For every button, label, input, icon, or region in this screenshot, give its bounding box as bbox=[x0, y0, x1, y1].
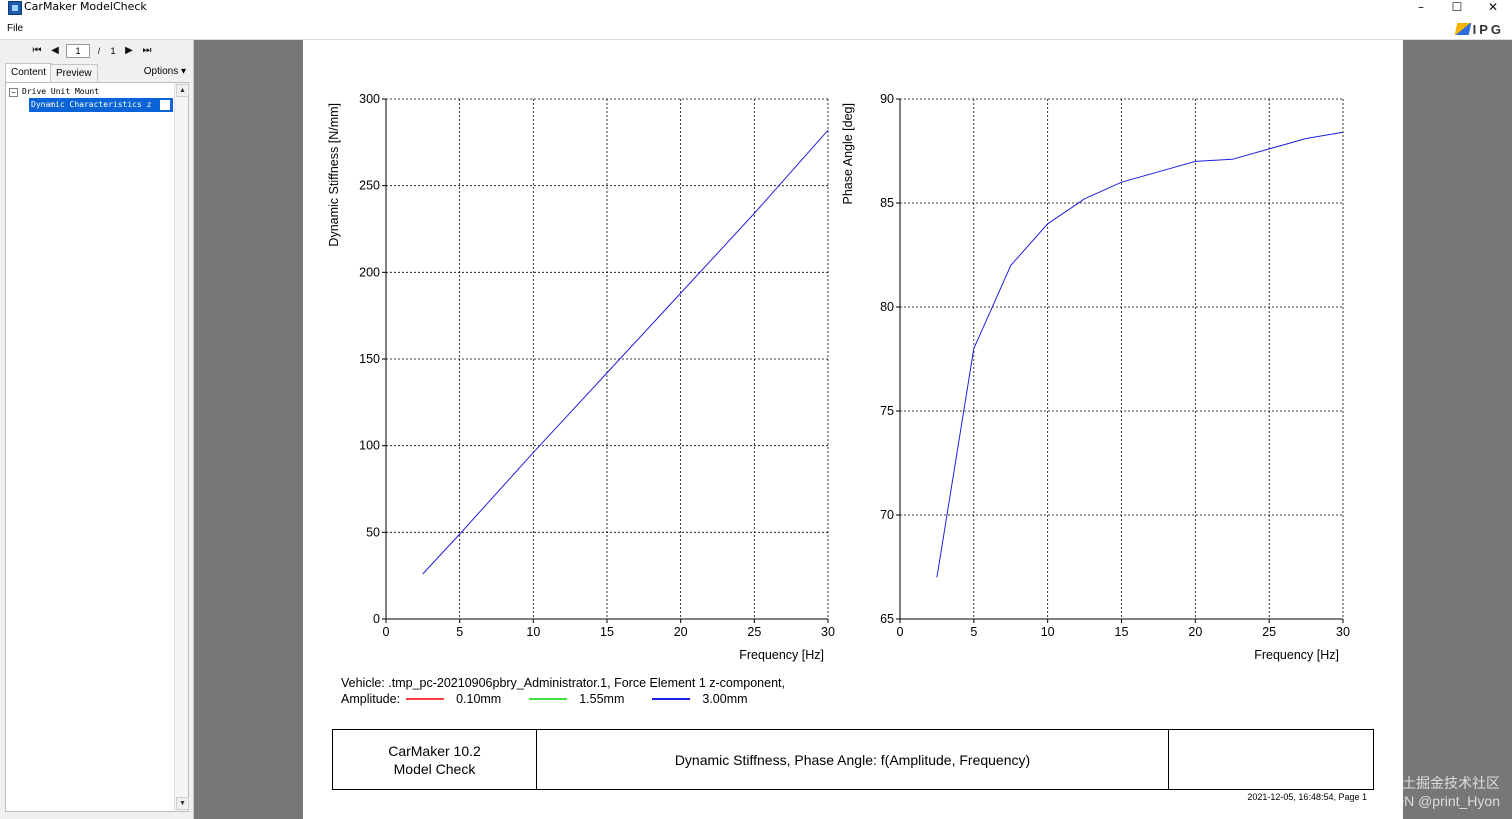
content-tree: − Drive Unit Mount Dynamic Characteristi… bbox=[5, 82, 189, 812]
last-page-icon[interactable]: ⏭ bbox=[142, 45, 152, 56]
y-tick-label: 0 bbox=[373, 612, 380, 626]
maximize-button[interactable]: ☐ bbox=[1451, 0, 1463, 14]
scroll-down-icon[interactable]: ▼ bbox=[176, 797, 189, 810]
series-line-3.00mm bbox=[422, 129, 829, 575]
y-tick-label: 100 bbox=[359, 439, 380, 453]
x-tick-label: 5 bbox=[970, 625, 977, 639]
series-line-3.00mm bbox=[936, 131, 1344, 578]
tree-root-item[interactable]: − Drive Unit Mount bbox=[9, 86, 99, 98]
x-tick-label: 5 bbox=[456, 625, 463, 639]
ipg-logo-text: IPG bbox=[1472, 21, 1504, 37]
tab-preview[interactable]: Preview bbox=[50, 64, 98, 82]
app-icon bbox=[8, 1, 22, 15]
product-name: CarMaker 10.2 bbox=[388, 742, 481, 759]
x-tick-label: 10 bbox=[526, 625, 540, 639]
product-module: Model Check bbox=[393, 760, 476, 777]
menu-bar: File IPG bbox=[0, 19, 1512, 40]
ipg-logo-icon bbox=[1454, 23, 1471, 35]
x-tick-label: 0 bbox=[383, 625, 390, 639]
legend-amplitude-row: Amplitude: 0.10mm 1.55mm 3.00mm bbox=[341, 691, 785, 707]
tree-child-label: Dynamic Characteristics z bbox=[31, 100, 152, 109]
scroll-up-icon[interactable]: ▲ bbox=[176, 84, 189, 97]
y-tick-label: 65 bbox=[880, 612, 894, 626]
x-tick-label: 25 bbox=[747, 625, 761, 639]
x-tick-label: 15 bbox=[600, 625, 614, 639]
y-tick-label: 300 bbox=[359, 92, 380, 106]
prev-page-icon[interactable]: ◀ bbox=[51, 45, 59, 56]
y-tick-label: 90 bbox=[880, 92, 894, 106]
y-tick-label: 85 bbox=[880, 196, 894, 210]
close-button[interactable]: ✕ bbox=[1487, 0, 1499, 14]
minimize-button[interactable]: – bbox=[1418, 0, 1424, 14]
first-page-icon[interactable]: ⏮ bbox=[32, 45, 42, 56]
legend-swatch-1 bbox=[529, 698, 568, 700]
y-tick-label: 75 bbox=[880, 404, 894, 418]
panel-tabs: Content Preview Options ▾ bbox=[5, 63, 191, 82]
title-block-product: CarMaker 10.2 Model Check bbox=[333, 730, 537, 789]
title-bar: CarMaker ModelCheck – ☐ ✕ bbox=[0, 0, 1512, 18]
x-tick-label: 0 bbox=[897, 625, 904, 639]
x-axis-label: Frequency [Hz] bbox=[1254, 648, 1339, 662]
legend-item-1: 1.55mm bbox=[579, 692, 625, 706]
legend-swatch-0 bbox=[406, 698, 445, 700]
page-navigation: ⏮ ◀ 1 / 1 ▶ ⏭ bbox=[30, 43, 154, 59]
y-tick-label: 200 bbox=[359, 265, 380, 279]
tab-content[interactable]: Content bbox=[5, 63, 53, 82]
next-page-icon[interactable]: ▶ bbox=[125, 45, 133, 56]
y-axis-label: Phase Angle [deg] bbox=[841, 103, 855, 204]
x-tick-label: 20 bbox=[1188, 625, 1202, 639]
report-page: 0 5 10 15 20 25 30 0 50 100 150 200 250 300 Frequency … bbox=[303, 40, 1403, 819]
window-title: CarMaker ModelCheck bbox=[24, 0, 147, 13]
y-tick-label: 70 bbox=[880, 508, 894, 522]
options-dropdown[interactable]: Options ▾ bbox=[143, 66, 186, 77]
legend-vehicle-line: Vehicle: .tmp_pc-20210906pbry_Administra… bbox=[341, 676, 785, 690]
collapse-icon[interactable]: − bbox=[9, 87, 18, 97]
x-axis-label: Frequency [Hz] bbox=[739, 648, 824, 662]
legend: Vehicle: .tmp_pc-20210906pbry_Administra… bbox=[341, 675, 785, 707]
left-panel: ⏮ ◀ 1 / 1 ▶ ⏭ Content Preview Options ▾ … bbox=[0, 40, 194, 819]
page-separator: / bbox=[97, 46, 101, 56]
page-number-input[interactable]: 1 bbox=[66, 44, 90, 58]
y-tick-label: 150 bbox=[359, 352, 380, 366]
legend-amplitude-label: Amplitude: bbox=[341, 692, 401, 706]
menu-file[interactable]: File bbox=[7, 23, 24, 34]
y-tick-label: 50 bbox=[366, 525, 380, 539]
watermark: @稀土掘金技术社区 CSDN @print_Hyon bbox=[1374, 774, 1500, 810]
x-tick-label: 30 bbox=[1336, 625, 1350, 639]
ipg-logo: IPG bbox=[1454, 21, 1504, 37]
watermark-line-1: @稀土掘金技术社区 bbox=[1373, 775, 1500, 791]
x-tick-label: 20 bbox=[674, 625, 688, 639]
y-axis-label: Dynamic Stiffness [N/mm] bbox=[327, 103, 341, 247]
charts-svg: 0 5 10 15 20 25 30050100150200250300Frequency … bbox=[327, 92, 1350, 662]
title-block-description: Dynamic Stiffness, Phase Angle: f(Amplit… bbox=[537, 730, 1169, 789]
x-tick-label: 10 bbox=[1041, 625, 1055, 639]
report-timestamp: 2021-12-05, 16:48:54, Page 1 bbox=[1247, 792, 1367, 802]
y-tick-label: 80 bbox=[880, 300, 894, 314]
x-tick-label: 30 bbox=[821, 625, 835, 639]
report-title-block: CarMaker 10.2 Model Check Dynamic Stiffn… bbox=[332, 729, 1374, 790]
tree-child-item[interactable]: Dynamic Characteristics z bbox=[29, 98, 173, 112]
watermark-line-2: CSDN @print_Hyon bbox=[1374, 793, 1500, 809]
tree-root-label: Drive Unit Mount bbox=[22, 87, 100, 96]
tree-item-checkbox[interactable] bbox=[160, 100, 170, 110]
x-tick-label: 25 bbox=[1262, 625, 1276, 639]
legend-item-0: 0.10mm bbox=[456, 692, 502, 706]
page-total: 1 bbox=[110, 46, 116, 56]
legend-swatch-2 bbox=[652, 698, 691, 700]
y-tick-label: 250 bbox=[359, 179, 380, 193]
x-tick-label: 15 bbox=[1115, 625, 1129, 639]
tree-scrollbar[interactable]: ▲ ▼ bbox=[174, 83, 189, 811]
legend-item-2: 3.00mm bbox=[702, 692, 748, 706]
